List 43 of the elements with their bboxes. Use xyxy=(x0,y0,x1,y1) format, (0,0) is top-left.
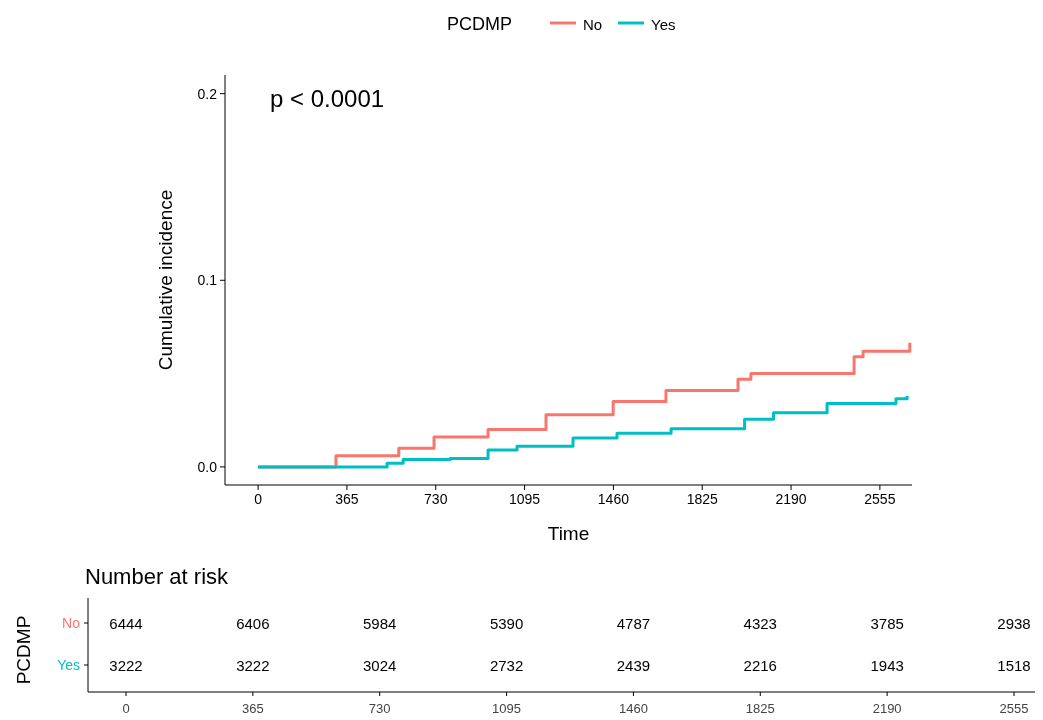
data-label: 5390 xyxy=(489,615,524,632)
data-label: 4323 xyxy=(743,615,777,632)
legend-label: No xyxy=(583,16,603,33)
x-tick-label: 1095 xyxy=(509,491,541,507)
data-label: 2216 xyxy=(743,657,777,674)
x-tick-label: 1825 xyxy=(745,701,775,716)
y-axis-title: Cumulative incidence xyxy=(155,189,176,371)
data-label: 3222 xyxy=(236,657,270,674)
x-axis-title: Time xyxy=(547,523,590,544)
x-tick-label: 0 xyxy=(254,491,263,507)
chart-title: Number at risk xyxy=(85,564,230,589)
x-tick-label: 2190 xyxy=(775,491,807,507)
x-tick-label: 2190 xyxy=(872,701,902,716)
x-tick-label: 1825 xyxy=(686,491,719,507)
data-label: 2732 xyxy=(489,657,524,674)
data-label: 3024 xyxy=(363,657,397,674)
x-tick-label: 730 xyxy=(368,701,391,716)
x-tick-label: 0 xyxy=(122,701,130,716)
y-axis-title: PCDMP xyxy=(13,615,34,685)
x-tick-label: 1460 xyxy=(597,491,630,507)
x-tick-label: 2555 xyxy=(864,491,896,507)
data-label: 5984 xyxy=(363,615,397,632)
data-label: 4787 xyxy=(616,615,651,632)
data-label: 1518 xyxy=(997,657,1031,674)
data-label: 2439 xyxy=(616,657,651,674)
x-tick-label: 2555 xyxy=(999,701,1029,716)
data-label: 6444 xyxy=(109,615,143,632)
x-tick-label: 365 xyxy=(335,491,359,507)
x-tick-label: 730 xyxy=(424,491,448,507)
data-label: 1943 xyxy=(870,657,904,674)
data-label: 3222 xyxy=(109,657,143,674)
annotation: p < 0.0001 xyxy=(270,85,385,112)
y-tick-label: 0.1 xyxy=(197,272,218,289)
data-label: 2938 xyxy=(997,615,1031,632)
y-tick-label: 0.0 xyxy=(197,458,218,475)
legend-title: PCDMP xyxy=(447,14,513,34)
y-tick-label: 0.2 xyxy=(197,85,218,102)
x-tick-label: 365 xyxy=(242,701,264,716)
data-label: 6406 xyxy=(236,615,270,632)
data-label: 3785 xyxy=(870,615,904,632)
x-tick-label: 1460 xyxy=(618,701,648,716)
legend-label: Yes xyxy=(651,16,676,33)
x-tick-label: 1095 xyxy=(492,701,522,716)
